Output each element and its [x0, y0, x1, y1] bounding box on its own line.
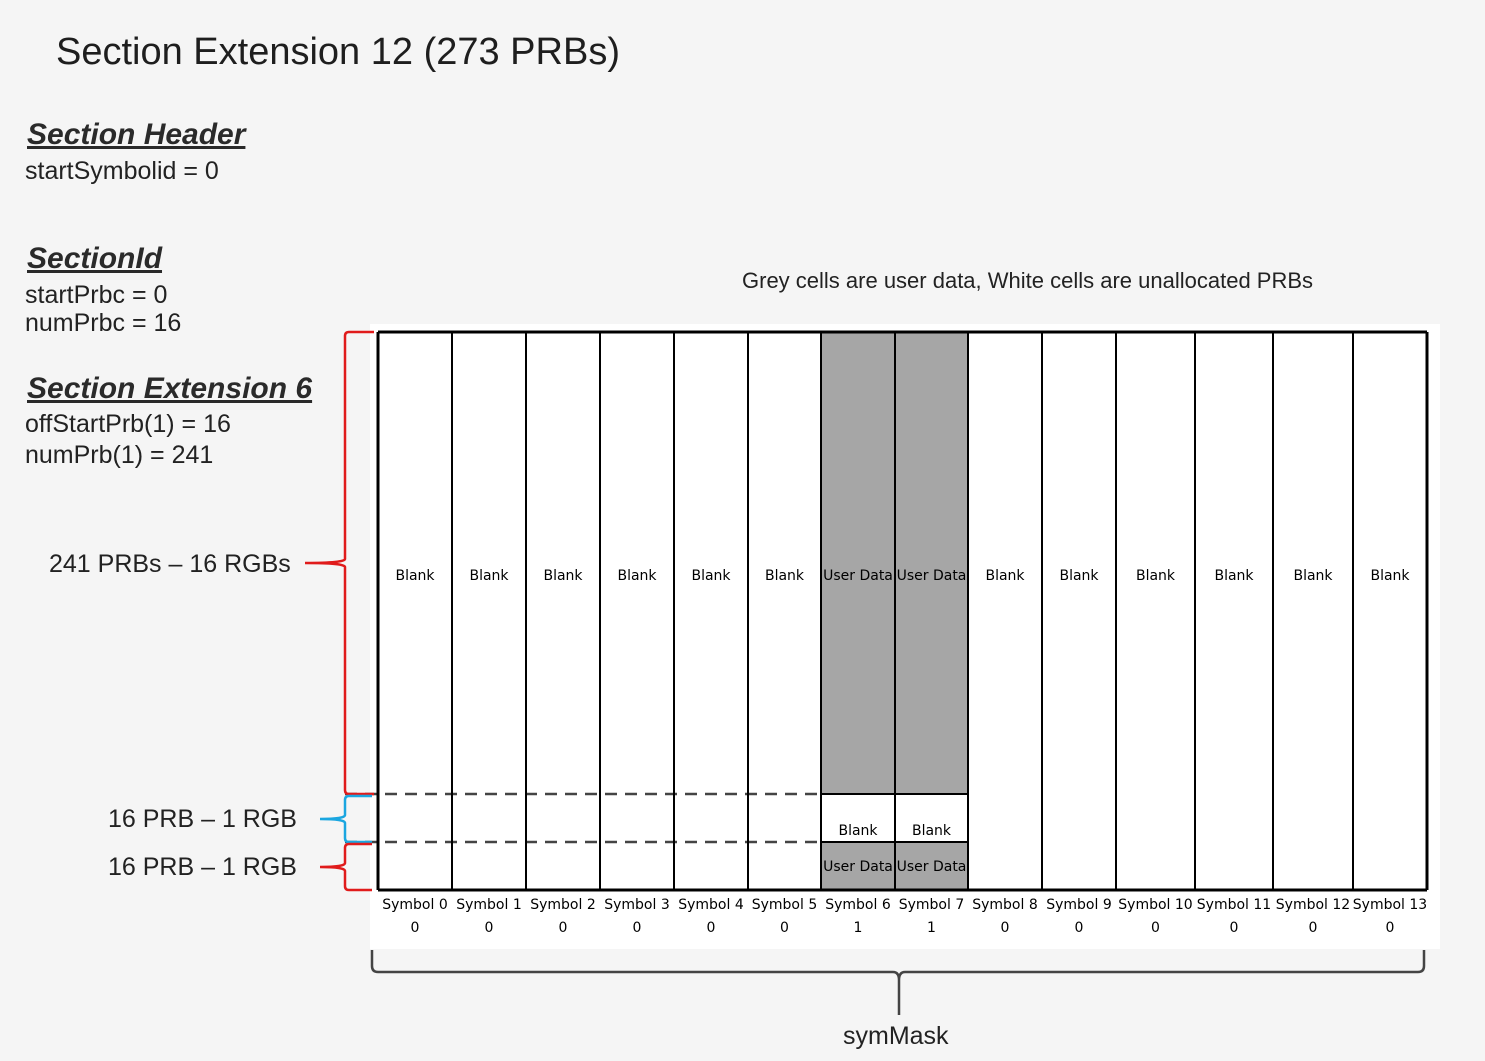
cell-label-blank: Blank: [617, 568, 657, 584]
symmask-value: 0: [707, 920, 716, 936]
page-title: Section Extension 12 (273 PRBs): [56, 31, 620, 73]
cell-label-user-data: User Data: [823, 568, 893, 584]
symbol-label: Symbol 2: [530, 897, 596, 913]
cell-label-blank: Blank: [691, 568, 731, 584]
cell-label-user-data: User Data: [897, 859, 967, 875]
symmask-value: 1: [854, 920, 863, 936]
symbol-label: Symbol 5: [752, 897, 818, 913]
symmask-label: symMask: [843, 1022, 949, 1050]
symbol-label: Symbol 10: [1118, 897, 1192, 913]
section-ext6-heading: Section Extension 6: [27, 372, 313, 405]
symbol-column-7-blank-cell: [895, 794, 968, 842]
symbol-column-6-user-data-cell: [821, 332, 895, 794]
cell-label-blank: Blank: [395, 568, 435, 584]
symmask-brace: [370, 950, 1426, 1015]
symbol-column-6-user-data-cell-bottom: [821, 842, 895, 890]
bracket-241-prbs: [304, 330, 374, 796]
num-prb-value: numPrb(1) = 241: [25, 441, 214, 469]
cell-label-user-data: User Data: [823, 859, 893, 875]
cell-label-blank: Blank: [1214, 568, 1254, 584]
cell-label-blank: Blank: [469, 568, 509, 584]
symmask-value: 0: [411, 920, 420, 936]
start-symbol-id-value: startSymbolid = 0: [25, 157, 219, 185]
symbol-label: Symbol 9: [1046, 897, 1112, 913]
off-start-prb-value: offStartPrb(1) = 16: [25, 410, 231, 438]
symbol-label: Symbol 1: [456, 897, 522, 913]
cell-label-blank: Blank: [838, 823, 878, 839]
symbol-label: Symbol 7: [899, 897, 965, 913]
symbol-column-7-user-data-cell-bottom: [895, 842, 968, 890]
cell-label-blank: Blank: [912, 823, 952, 839]
label-16-prb-bottom: 16 PRB – 1 RGB: [108, 853, 297, 881]
symbol-label: Symbol 13: [1353, 897, 1427, 913]
label-241-prbs: 241 PRBs – 16 RGBs: [49, 550, 291, 578]
symmask-value: 0: [559, 920, 568, 936]
bracket-16-prb-bottom: [319, 842, 372, 892]
symbol-column-6-blank-cell: [821, 794, 895, 842]
section-header-heading: Section Header: [27, 118, 246, 151]
symmask-value: 0: [485, 920, 494, 936]
symmask-value: 0: [1151, 920, 1160, 936]
cell-label-blank: Blank: [1293, 568, 1333, 584]
cell-label-user-data: User Data: [897, 568, 967, 584]
symbol-label: Symbol 6: [825, 897, 891, 913]
symbol-column-7-user-data-cell: [895, 332, 968, 794]
symmask-value: 0: [1001, 920, 1010, 936]
symmask-value: 0: [1309, 920, 1318, 936]
cell-label-blank: Blank: [1136, 568, 1176, 584]
cell-label-blank: Blank: [765, 568, 805, 584]
symmask-value: 0: [1075, 920, 1084, 936]
symmask-value: 0: [1230, 920, 1239, 936]
start-prbc-value: startPrbc = 0: [25, 281, 168, 309]
symbol-label: Symbol 0: [382, 897, 448, 913]
symbol-label: Symbol 11: [1197, 897, 1271, 913]
symmask-value: 0: [633, 920, 642, 936]
legend-note: Grey cells are user data, White cells ar…: [742, 268, 1314, 293]
cell-label-blank: Blank: [543, 568, 583, 584]
symbol-label: Symbol 12: [1276, 897, 1350, 913]
cell-label-blank: Blank: [1059, 568, 1099, 584]
bracket-16-prb-middle: [319, 794, 372, 844]
symbol-label: Symbol 8: [972, 897, 1038, 913]
num-prbc-value: numPrbc = 16: [25, 309, 182, 337]
section-id-heading: SectionId: [27, 242, 163, 275]
symmask-value: 0: [780, 920, 789, 936]
cell-label-blank: Blank: [1370, 568, 1410, 584]
label-16-prb-middle: 16 PRB – 1 RGB: [108, 805, 297, 833]
symmask-value: 1: [927, 920, 936, 936]
symbol-label: Symbol 3: [604, 897, 670, 913]
cell-label-blank: Blank: [985, 568, 1025, 584]
symbol-label: Symbol 4: [678, 897, 744, 913]
symmask-value: 0: [1386, 920, 1395, 936]
